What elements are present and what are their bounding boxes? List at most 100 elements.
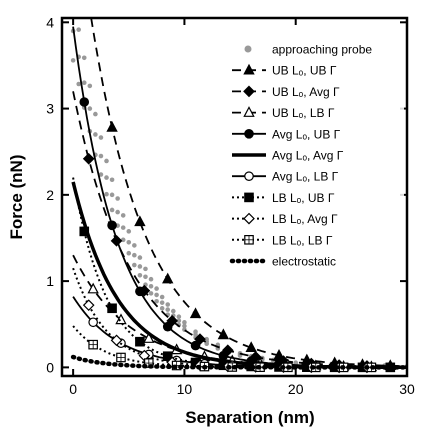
approaching-probe-point	[98, 135, 104, 140]
approaching-probe-point	[182, 320, 187, 325]
series-marker	[115, 313, 127, 325]
series-marker	[87, 282, 99, 294]
approaching-probe-point	[159, 300, 165, 305]
approaching-probe-point	[76, 27, 81, 32]
series-marker	[110, 334, 123, 347]
approaching-probe-point	[154, 292, 159, 298]
legend-entry: LB Lₒ, Avg Γ	[232, 212, 338, 226]
approaching-probe-point	[154, 286, 159, 291]
legend-label: Avg Lₒ, Avg Γ	[272, 149, 344, 163]
legend-label: LB Lₒ, LB Γ	[272, 233, 333, 247]
legend-entry: LB Lₒ, UB Γ	[232, 191, 335, 205]
series-marker	[162, 321, 173, 332]
approaching-probe-point	[104, 175, 109, 180]
legend-label: UB Lₒ, UB Γ	[272, 64, 337, 78]
approaching-probe-point	[93, 132, 98, 137]
approaching-probe-point	[81, 80, 87, 85]
approaching-probe-point	[137, 255, 143, 260]
approaching-probe-point	[176, 318, 182, 324]
approaching-probe-point	[109, 192, 115, 198]
approaching-probe-point	[98, 172, 104, 177]
approaching-probe-point	[126, 229, 132, 234]
legend-marker	[243, 106, 255, 117]
approaching-probe-point	[120, 213, 126, 218]
approaching-probe-point	[143, 274, 148, 280]
approaching-probe-point	[87, 106, 93, 111]
legend-label: UB Lₒ, Avg Γ	[272, 85, 340, 99]
approaching-probe-point	[148, 283, 154, 289]
legend-entry: electrostatic	[229, 255, 336, 269]
legend-entry: LB Lₒ, LB Γ	[232, 233, 333, 247]
approaching-probe-point	[132, 243, 137, 248]
approaching-probe-point	[182, 323, 187, 329]
series-line	[70, 354, 407, 370]
approaching-probe-point	[71, 0, 76, 4]
series-line	[90, 18, 407, 368]
approaching-probe-point	[204, 336, 209, 342]
x-tick-label: 0	[69, 381, 77, 397]
legend-label: LB Lₒ, UB Γ	[272, 191, 335, 205]
approaching-probe-point	[109, 177, 115, 183]
approaching-probe-point	[109, 207, 115, 213]
approaching-probe-point	[159, 306, 165, 311]
series-marker	[88, 317, 98, 328]
series-electrostatic	[70, 354, 407, 370]
approaching-probe-point	[154, 298, 159, 304]
approaching-probe-point	[137, 272, 143, 278]
approaching-probe-point	[87, 83, 93, 89]
legend-label: Avg Lₒ, LB Γ	[272, 170, 339, 184]
series-marker	[106, 120, 118, 132]
series-marker	[79, 97, 90, 107]
series-marker	[82, 299, 95, 312]
approaching-probe-point	[115, 209, 120, 215]
legend-entry: UB Lₒ, LB Γ	[232, 106, 335, 120]
approaching-probe-point	[165, 307, 171, 312]
y-tick-label: 3	[46, 101, 54, 117]
series-marker	[107, 220, 117, 231]
plot-frame	[60, 16, 409, 378]
approaching-probe-point	[148, 276, 154, 282]
series-marker	[143, 332, 155, 343]
legend-label: electrostatic	[272, 255, 336, 269]
series-marker	[135, 286, 145, 297]
approaching-probe-point	[115, 196, 120, 201]
approaching-probe-point	[104, 158, 109, 164]
approaching-probe-point	[137, 264, 143, 269]
legend-marker	[244, 192, 254, 203]
legend-marker	[243, 63, 255, 75]
series-marker	[135, 336, 145, 347]
series-marker	[245, 341, 257, 352]
approaching-probe-point	[132, 252, 137, 258]
legend-entry: Avg Lₒ, UB Γ	[232, 127, 341, 141]
series-marker	[82, 152, 95, 165]
y-tick-label: 4	[46, 14, 54, 30]
legend-label: LB Lₒ, Avg Γ	[272, 212, 338, 226]
approaching-probe-point	[76, 81, 81, 87]
y-tick-label: 2	[46, 187, 54, 203]
legend-label: Avg Lₒ, UB Γ	[272, 127, 341, 141]
series-marker	[189, 307, 202, 319]
approaching-probe-point	[148, 291, 154, 296]
series-line	[72, 325, 407, 369]
approaching-probe-point	[104, 191, 109, 197]
legend-entry: approaching probe	[244, 43, 372, 57]
approaching-probe-point	[193, 329, 198, 335]
approaching-probe-point	[126, 250, 132, 256]
legend-swatch	[244, 45, 252, 53]
x-tick-label: 30	[399, 381, 415, 397]
legend-label: approaching probe	[272, 43, 372, 57]
series-marker	[107, 303, 117, 314]
y-axis-title: Force (nN)	[7, 155, 26, 240]
series-marker	[190, 340, 201, 351]
x-axis-title: Separation (nm)	[185, 408, 314, 427]
legend-entry: Avg Lₒ, Avg Γ	[232, 149, 344, 163]
series-marker	[134, 215, 146, 227]
approaching-probe-point	[143, 266, 148, 272]
approaching-probe-point	[165, 302, 171, 307]
legend-marker	[243, 85, 255, 98]
approaching-probe-point	[132, 262, 137, 268]
approaching-probe-point	[126, 239, 132, 245]
approaching-probe-point	[81, 55, 87, 61]
